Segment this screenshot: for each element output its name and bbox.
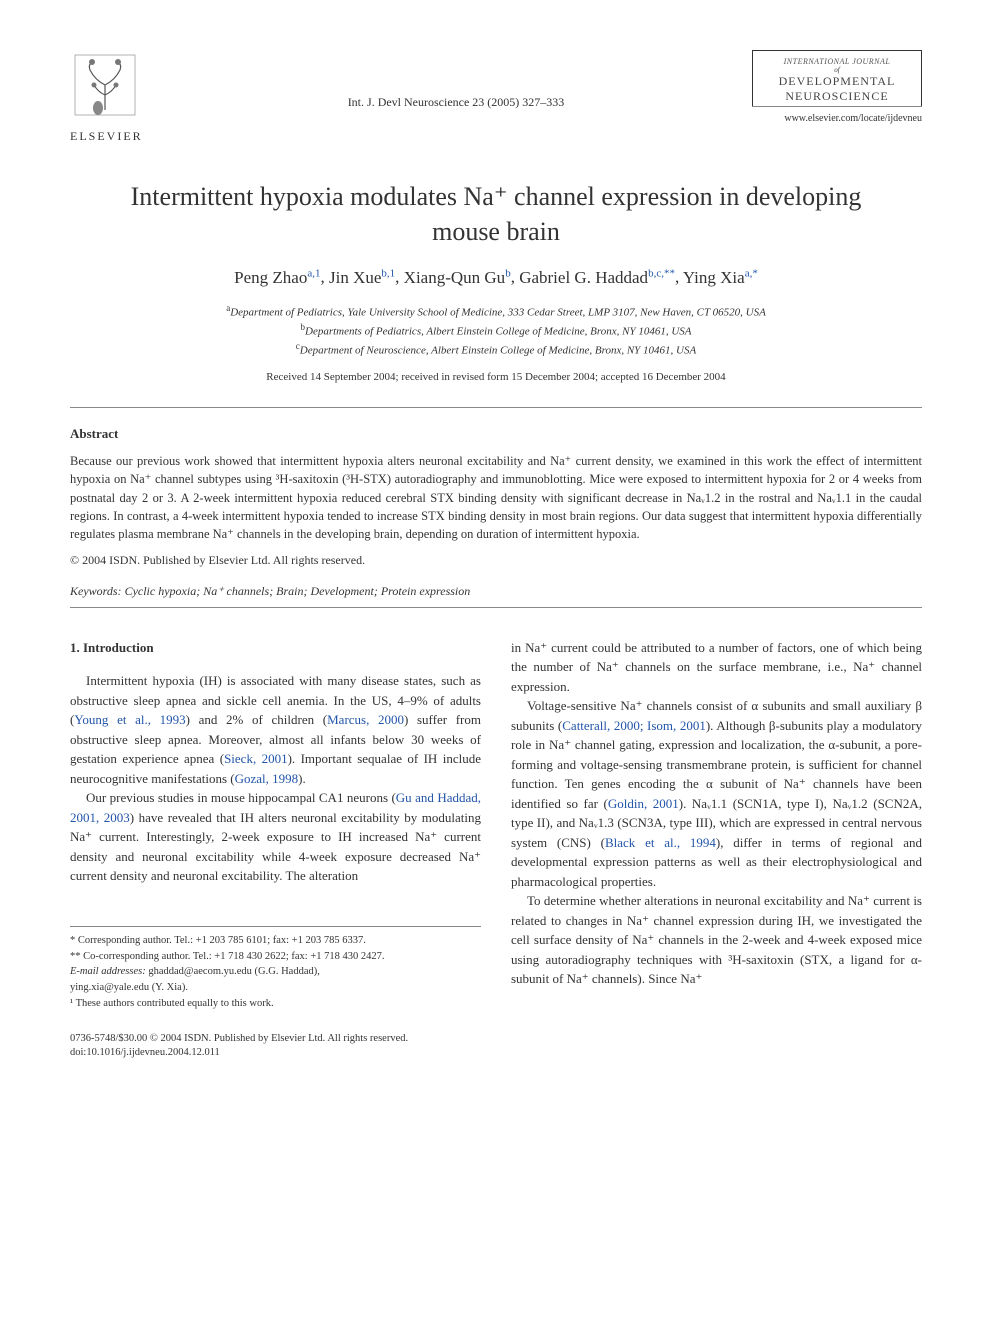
author-affil-link[interactable]: a,* (745, 267, 758, 279)
header-row: ELSEVIER Int. J. Devl Neuroscience 23 (2… (70, 50, 922, 144)
footer-copyright: 0736-5748/$30.00 © 2004 ISDN. Published … (70, 1032, 922, 1047)
author: Peng Zhaoa,1 (234, 268, 320, 287)
author: Gabriel G. Haddadb,c,** (519, 268, 675, 287)
introduction-heading: 1. Introduction (70, 638, 481, 658)
footer-doi: doi:10.1016/j.ijdevneu.2004.12.011 (70, 1046, 922, 1061)
article-dates: Received 14 September 2004; received in … (70, 371, 922, 383)
elsevier-tree-icon (70, 50, 140, 120)
email-line: E-mail addresses: ghaddad@aecom.yu.edu (… (70, 964, 481, 980)
corresponding-author-1: * Corresponding author. Tel.: +1 203 785… (70, 933, 481, 949)
affiliations: aDepartment of Pediatrics, Yale Universi… (70, 302, 922, 359)
publisher-name: ELSEVIER (70, 129, 160, 144)
citation-link[interactable]: Catterall, 2000; Isom, 2001 (562, 718, 706, 733)
author-list: Peng Zhaoa,1, Jin Xueb,1, Xiang-Qun Gub,… (70, 267, 922, 288)
rule-below-keywords (70, 607, 922, 608)
journal-superline: INTERNATIONAL JOURNAL (761, 57, 913, 66)
author: Xiang-Qun Gub (404, 268, 511, 287)
body-paragraph: Voltage-sensitive Na⁺ channels consist o… (511, 696, 922, 891)
publisher-block: ELSEVIER (70, 50, 160, 144)
journal-box-rule (752, 106, 922, 107)
affiliation-a: aDepartment of Pediatrics, Yale Universi… (70, 302, 922, 321)
body-columns: 1. Introduction Intermittent hypoxia (IH… (70, 638, 922, 1012)
citation-link[interactable]: Gozal, 1998 (235, 771, 299, 786)
body-paragraph: Intermittent hypoxia (IH) is associated … (70, 671, 481, 788)
journal-of: of (761, 66, 913, 74)
column-right: in Na⁺ current could be attributed to a … (511, 638, 922, 1012)
email-2: ying.xia@yale.edu (Y. Xia). (70, 980, 481, 996)
affiliation-b: bDepartments of Pediatrics, Albert Einst… (70, 321, 922, 340)
rule-above-abstract (70, 407, 922, 408)
abstract-heading: Abstract (70, 426, 922, 442)
journal-word2: NEUROSCIENCE (761, 89, 913, 104)
abstract-text: Because our previous work showed that in… (70, 452, 922, 543)
journal-title-box: INTERNATIONAL JOURNAL of DEVELOPMENTAL N… (752, 50, 922, 124)
body-paragraph: To determine whether alterations in neur… (511, 891, 922, 989)
citation-link[interactable]: Young et al., 1993 (74, 712, 185, 727)
author: Ying Xiaa,* (683, 268, 758, 287)
email-label: E-mail addresses: (70, 966, 146, 977)
author-affil-link[interactable]: b,c,** (648, 267, 675, 279)
citation-link[interactable]: Sieck, 2001 (224, 751, 288, 766)
abstract-copyright: © 2004 ISDN. Published by Elsevier Ltd. … (70, 553, 922, 568)
author: Jin Xueb,1 (329, 268, 395, 287)
citation-link[interactable]: Goldin, 2001 (608, 796, 679, 811)
author-affil-link[interactable]: b,1 (381, 267, 395, 279)
affiliation-c: cDepartment of Neuroscience, Albert Eins… (70, 340, 922, 359)
footnotes-block: * Corresponding author. Tel.: +1 203 785… (70, 926, 481, 1012)
email-1: ghaddad@aecom.yu.edu (G.G. Haddad), (148, 966, 320, 977)
journal-word1: DEVELOPMENTAL (761, 74, 913, 89)
journal-reference: Int. J. Devl Neuroscience 23 (2005) 327–… (160, 95, 752, 110)
column-left: 1. Introduction Intermittent hypoxia (IH… (70, 638, 481, 1012)
keywords-line: Keywords: Cyclic hypoxia; Na⁺ channels; … (70, 584, 922, 599)
citation-link[interactable]: Black et al., 1994 (605, 835, 716, 850)
journal-box-inner: INTERNATIONAL JOURNAL of DEVELOPMENTAL N… (752, 50, 922, 106)
author-affil-link[interactable]: a,1 (307, 267, 320, 279)
page-container: ELSEVIER Int. J. Devl Neuroscience 23 (2… (0, 0, 992, 1101)
footer-info: 0736-5748/$30.00 © 2004 ISDN. Published … (70, 1032, 922, 1061)
keywords-label: Keywords: (70, 584, 122, 598)
author-affil-link[interactable]: b (505, 267, 511, 279)
keywords-text: Cyclic hypoxia; Na⁺ channels; Brain; Dev… (125, 584, 471, 598)
body-paragraph: Our previous studies in mouse hippocampa… (70, 788, 481, 886)
body-paragraph: in Na⁺ current could be attributed to a … (511, 638, 922, 697)
author-equal-note: ¹ These authors contributed equally to t… (70, 996, 481, 1012)
citation-link[interactable]: Marcus, 2000 (327, 712, 404, 727)
journal-url: www.elsevier.com/locate/ijdevneu (752, 113, 922, 124)
corresponding-author-2: ** Co-corresponding author. Tel.: +1 718… (70, 949, 481, 965)
article-title: Intermittent hypoxia modulates Na⁺ chann… (110, 179, 882, 249)
